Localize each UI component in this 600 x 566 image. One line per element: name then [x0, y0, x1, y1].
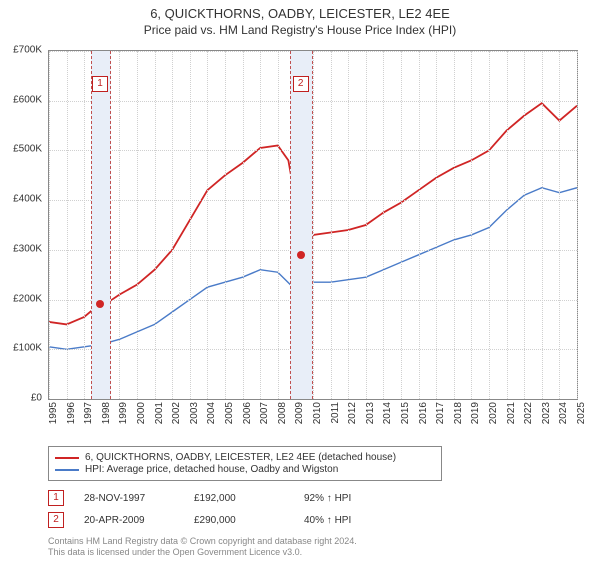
x-tick-label: 2011 [330, 402, 341, 424]
x-tick-label: 2013 [365, 402, 376, 424]
y-tick-label: £400K [13, 194, 42, 205]
legend: 6, QUICKTHORNS, OADBY, LEICESTER, LE2 4E… [48, 446, 442, 481]
y-axis-labels: £0£100K£200K£300K£400K£500K£600K£700K [0, 50, 46, 398]
x-tick-label: 2006 [242, 402, 253, 424]
legend-label: 6, QUICKTHORNS, OADBY, LEICESTER, LE2 4E… [85, 452, 396, 463]
x-tick-label: 2015 [400, 402, 411, 424]
sale-price: £192,000 [194, 493, 284, 504]
footer-line: Contains HM Land Registry data © Crown c… [48, 536, 576, 547]
x-tick-label: 2019 [470, 402, 481, 424]
x-tick-label: 2004 [206, 402, 217, 424]
legend-row: HPI: Average price, detached house, Oadb… [55, 464, 435, 475]
sale-hpi-rel: 40% ↑ HPI [304, 515, 394, 526]
x-tick-label: 2024 [558, 402, 569, 424]
sale-index-box: 2 [48, 512, 64, 528]
x-tick-label: 2020 [488, 402, 499, 424]
x-tick-label: 2005 [224, 402, 235, 424]
legend-swatch [55, 469, 79, 471]
x-tick-label: 2014 [382, 402, 393, 424]
x-tick-label: 2012 [347, 402, 358, 424]
x-tick-label: 2003 [189, 402, 200, 424]
sale-band [91, 51, 111, 399]
y-tick-label: £700K [13, 45, 42, 56]
sale-date: 20-APR-2009 [84, 515, 174, 526]
sale-band [290, 51, 313, 399]
sale-marker-dot [96, 300, 104, 308]
x-tick-label: 1995 [48, 402, 59, 424]
legend-swatch [55, 457, 79, 459]
legend-label: HPI: Average price, detached house, Oadb… [85, 464, 338, 475]
x-tick-label: 1999 [118, 402, 129, 424]
footer-attribution: Contains HM Land Registry data © Crown c… [48, 536, 576, 558]
x-tick-label: 2008 [277, 402, 288, 424]
y-tick-label: £600K [13, 94, 42, 105]
sale-marker-box: 1 [92, 76, 108, 92]
y-tick-label: £200K [13, 293, 42, 304]
x-tick-label: 2016 [418, 402, 429, 424]
y-tick-label: £0 [31, 393, 42, 404]
chart-area: 12 [48, 50, 578, 400]
sale-marker-box: 2 [293, 76, 309, 92]
x-tick-label: 2018 [453, 402, 464, 424]
page-subtitle: Price paid vs. HM Land Registry's House … [0, 23, 600, 37]
sales-table: 1 28-NOV-1997 £192,000 92% ↑ HPI 2 20-APR-200… [48, 490, 576, 534]
y-tick-label: £100K [13, 343, 42, 354]
x-tick-label: 2022 [523, 402, 534, 424]
x-tick-label: 2001 [154, 402, 165, 424]
y-tick-label: £300K [13, 243, 42, 254]
y-tick-label: £500K [13, 144, 42, 155]
x-tick-label: 1997 [83, 402, 94, 424]
sale-date: 28-NOV-1997 [84, 493, 174, 504]
x-tick-label: 1996 [66, 402, 77, 424]
sale-index-box: 1 [48, 490, 64, 506]
x-tick-label: 2023 [541, 402, 552, 424]
x-axis-labels: 1995 1996 1997 1998 1999 2000 2001 2002 2003 2004… [48, 400, 576, 450]
x-tick-label: 2002 [171, 402, 182, 424]
legend-row: 6, QUICKTHORNS, OADBY, LEICESTER, LE2 4E… [55, 452, 435, 463]
sale-price: £290,000 [194, 515, 284, 526]
sale-marker-dot [297, 251, 305, 259]
x-tick-label: 2010 [312, 402, 323, 424]
sale-row: 1 28-NOV-1997 £192,000 92% ↑ HPI [48, 490, 576, 506]
x-tick-label: 2009 [294, 402, 305, 424]
footer-line: This data is licensed under the Open Gov… [48, 547, 576, 558]
page-title: 6, QUICKTHORNS, OADBY, LEICESTER, LE2 4E… [0, 6, 600, 21]
x-tick-label: 1998 [101, 402, 112, 424]
x-tick-label: 2000 [136, 402, 147, 424]
x-tick-label: 2021 [506, 402, 517, 424]
sale-row: 2 20-APR-2009 £290,000 40% ↑ HPI [48, 512, 576, 528]
x-tick-label: 2007 [259, 402, 270, 424]
x-tick-label: 2025 [576, 402, 587, 424]
x-tick-label: 2017 [435, 402, 446, 424]
sale-hpi-rel: 92% ↑ HPI [304, 493, 394, 504]
